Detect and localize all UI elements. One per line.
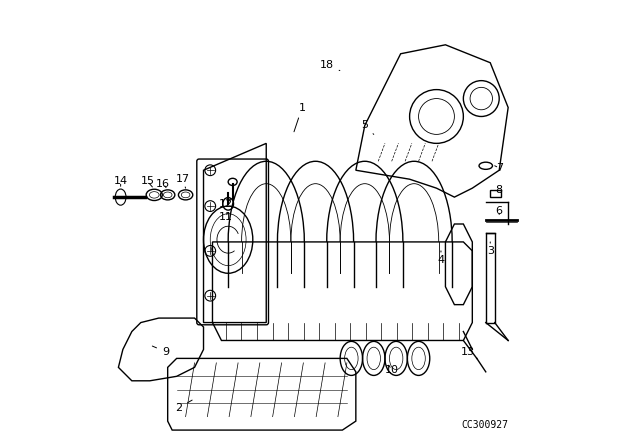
Text: 3: 3 — [487, 242, 493, 256]
Text: 15: 15 — [141, 177, 154, 187]
Text: 7: 7 — [495, 163, 503, 173]
Text: 8: 8 — [495, 185, 503, 195]
Text: 10: 10 — [385, 365, 399, 375]
Text: 6: 6 — [496, 206, 502, 215]
Text: 11: 11 — [219, 212, 233, 222]
Text: 1: 1 — [294, 103, 305, 132]
Text: CC300927: CC300927 — [461, 420, 508, 430]
Text: 17: 17 — [175, 174, 189, 188]
Text: 14: 14 — [113, 177, 128, 186]
Bar — [490, 190, 502, 197]
Text: 13: 13 — [461, 347, 475, 357]
Text: 5: 5 — [362, 121, 374, 134]
Text: 9: 9 — [152, 346, 169, 357]
Text: 12: 12 — [219, 199, 233, 209]
Text: 2: 2 — [175, 400, 192, 413]
Text: 18: 18 — [319, 60, 340, 71]
Text: 16: 16 — [156, 179, 170, 189]
Text: 4: 4 — [437, 251, 445, 265]
